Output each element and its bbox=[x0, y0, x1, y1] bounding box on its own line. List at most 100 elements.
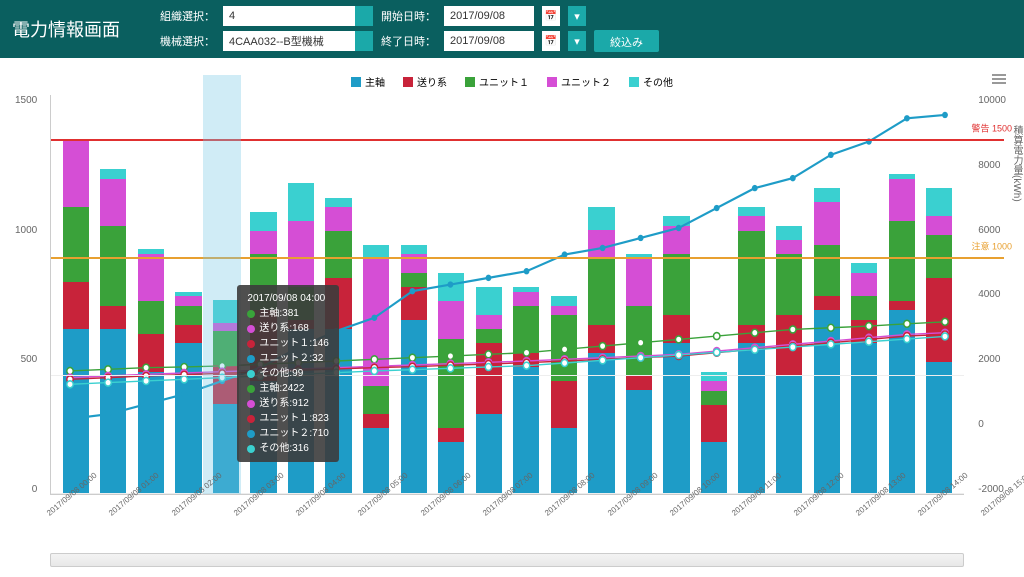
bar-seg bbox=[363, 428, 389, 494]
bar-seg bbox=[288, 183, 314, 221]
bar-seg bbox=[738, 216, 764, 230]
bar-group[interactable] bbox=[357, 245, 395, 494]
bar-seg bbox=[175, 296, 201, 305]
bar-seg bbox=[513, 353, 539, 367]
bar-seg bbox=[401, 320, 427, 494]
tooltip-row: 主軸:2422 bbox=[247, 381, 328, 396]
bar-seg bbox=[63, 207, 89, 282]
bar-group[interactable] bbox=[921, 188, 959, 494]
bar-group[interactable] bbox=[470, 287, 508, 494]
y-axis-right-label: 積算電力量(kWh) bbox=[1009, 125, 1024, 202]
end-dropdown-icon[interactable]: ▾ bbox=[568, 31, 586, 51]
bar-group[interactable] bbox=[545, 296, 583, 494]
machine-select[interactable]: 4CAA032--B型機械 bbox=[223, 31, 373, 51]
bar-group[interactable] bbox=[95, 169, 133, 494]
legend-item[interactable]: ユニット２ bbox=[547, 74, 611, 89]
legend-item[interactable]: 主軸 bbox=[351, 74, 385, 89]
calendar-icon[interactable]: 📅 bbox=[542, 31, 560, 51]
y-axis-left: 150010005000 bbox=[15, 95, 37, 495]
bar-group[interactable] bbox=[132, 249, 170, 494]
bar-group[interactable] bbox=[395, 245, 433, 494]
bar-seg bbox=[100, 169, 126, 178]
bar-seg bbox=[438, 339, 464, 428]
bar-group[interactable] bbox=[883, 174, 921, 494]
bar-seg bbox=[138, 301, 164, 334]
legend-swatch bbox=[629, 77, 639, 87]
bar-seg bbox=[776, 254, 802, 315]
bar-seg bbox=[701, 381, 727, 390]
y-tick-right: 8000 bbox=[978, 160, 1000, 171]
legend-item[interactable]: その他 bbox=[629, 74, 673, 89]
bar-seg bbox=[476, 343, 502, 414]
bar-seg bbox=[438, 273, 464, 301]
bar-seg bbox=[138, 334, 164, 372]
bar-seg bbox=[551, 306, 577, 315]
header-bar: 電力情報画面 組織選択： 4 開始日時： 2017/09/08 📅 ▾ 機械選択… bbox=[0, 0, 1024, 58]
end-date-input[interactable]: 2017/09/08 bbox=[444, 31, 534, 51]
bar-seg bbox=[663, 216, 689, 225]
bar-seg bbox=[363, 386, 389, 414]
bar-seg bbox=[438, 301, 464, 339]
page-title: 電力情報画面 bbox=[12, 16, 120, 42]
bar-group[interactable] bbox=[808, 188, 846, 494]
chart-menu-icon[interactable] bbox=[992, 72, 1006, 86]
bar-seg bbox=[325, 207, 351, 231]
bar-group[interactable] bbox=[733, 207, 771, 494]
bar-seg bbox=[325, 198, 351, 207]
y-axis-right: 1000080006000400020000-2000 bbox=[978, 95, 1006, 495]
bar-group[interactable] bbox=[57, 141, 95, 494]
legend-item[interactable]: 送り系 bbox=[403, 74, 447, 89]
calendar-icon[interactable]: 📅 bbox=[542, 6, 560, 26]
bar-seg bbox=[363, 259, 389, 386]
start-dropdown-icon[interactable]: ▾ bbox=[568, 6, 586, 26]
machine-label: 機械選択： bbox=[160, 33, 215, 49]
tooltip-row: ユニット１:146 bbox=[247, 336, 328, 351]
bar-seg bbox=[851, 296, 877, 320]
bar-seg bbox=[776, 315, 802, 376]
legend-label: ユニット１ bbox=[479, 74, 529, 89]
bar-seg bbox=[814, 296, 840, 310]
bar-seg bbox=[401, 287, 427, 320]
bar-seg bbox=[588, 230, 614, 258]
start-date-input[interactable]: 2017/09/08 bbox=[444, 6, 534, 26]
bar-seg bbox=[588, 207, 614, 231]
threshold-line bbox=[51, 139, 1004, 141]
legend-label: 主軸 bbox=[365, 74, 385, 89]
bar-seg bbox=[738, 231, 764, 325]
bar-seg bbox=[701, 391, 727, 405]
chart-scrollbar[interactable] bbox=[50, 553, 964, 567]
y-tick-left: 500 bbox=[21, 354, 38, 365]
bar-seg bbox=[175, 343, 201, 494]
bar-seg bbox=[476, 315, 502, 329]
x-axis-labels: 2017/09/08 00:002017/09/08 01:002017/09/… bbox=[50, 499, 964, 508]
bar-group[interactable] bbox=[845, 263, 883, 494]
bar-seg bbox=[288, 221, 314, 287]
bar-seg bbox=[626, 376, 652, 390]
bar-seg bbox=[738, 207, 764, 216]
bar-seg bbox=[175, 325, 201, 344]
tooltip-row: 送り系:168 bbox=[247, 321, 328, 336]
bar-seg bbox=[100, 226, 126, 306]
bar-seg bbox=[551, 315, 577, 381]
bar-group[interactable] bbox=[770, 226, 808, 494]
bar-seg bbox=[626, 259, 652, 306]
bar-group[interactable] bbox=[170, 292, 208, 494]
plot-area[interactable]: 2017/09/08 04:00主軸:381送り系:168ユニット１:146ユニ… bbox=[50, 95, 964, 495]
y-tick-left: 0 bbox=[32, 484, 38, 495]
org-label: 組織選択： bbox=[160, 8, 215, 24]
bar-group[interactable] bbox=[432, 273, 470, 494]
legend-item[interactable]: ユニット１ bbox=[465, 74, 529, 89]
bar-seg bbox=[663, 343, 689, 494]
bar-group[interactable] bbox=[620, 254, 658, 494]
org-select[interactable]: 4 bbox=[223, 6, 373, 26]
tooltip-row: ユニット１:823 bbox=[247, 411, 328, 426]
bar-seg bbox=[851, 320, 877, 344]
bar-seg bbox=[63, 282, 89, 329]
bar-group[interactable] bbox=[508, 287, 546, 494]
legend-swatch bbox=[465, 77, 475, 87]
tooltip-row: その他:316 bbox=[247, 441, 328, 456]
apply-button[interactable]: 絞込み bbox=[594, 30, 659, 52]
bar-seg bbox=[851, 263, 877, 272]
chart-area: 150010005000 1000080006000400020000-2000… bbox=[50, 95, 964, 525]
bar-group[interactable] bbox=[583, 207, 621, 494]
